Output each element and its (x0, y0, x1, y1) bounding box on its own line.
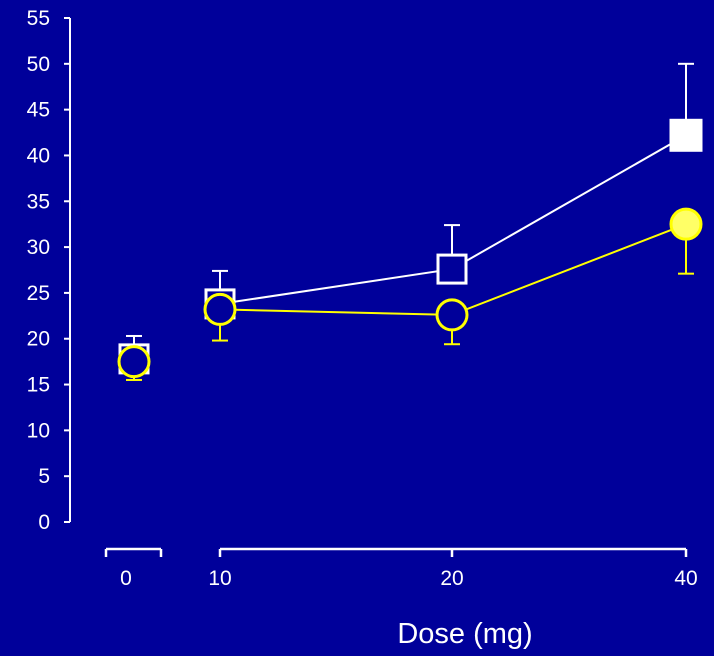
y-tick-label: 10 (27, 419, 50, 442)
y-tick-label: 20 (27, 328, 50, 351)
circle-marker (203, 292, 237, 326)
square-marker (436, 253, 468, 285)
x-tick-label: 0 (120, 567, 132, 590)
y-tick-label: 30 (27, 236, 50, 259)
circle-marker (435, 298, 469, 332)
y-tick-label: 45 (27, 99, 50, 122)
x-tick-label: 20 (440, 567, 463, 590)
x-tick-label: 40 (674, 567, 697, 590)
y-tick-label: 15 (27, 374, 50, 397)
y-tick-label: 55 (27, 7, 50, 30)
y-tick-label: 25 (27, 282, 50, 305)
x-tick-label: 10 (208, 567, 231, 590)
x-axis-title: Dose (mg) (397, 618, 532, 650)
y-tick-label: 40 (27, 144, 50, 167)
y-tick-label: 35 (27, 190, 50, 213)
square-marker (669, 118, 703, 152)
y-axis: 0 5 10 15 20 25 30 35 40 45 50 55 (27, 7, 71, 534)
circle-marker (669, 207, 703, 241)
y-tick-label: 5 (38, 465, 50, 488)
x-axis: 0 10 20 40 (104, 547, 698, 590)
series-square (118, 62, 703, 375)
circle-marker (117, 345, 151, 379)
series-circle (117, 207, 703, 381)
y-tick-label: 0 (38, 511, 50, 534)
y-tick-label: 50 (27, 53, 50, 76)
series-layer (117, 62, 703, 381)
